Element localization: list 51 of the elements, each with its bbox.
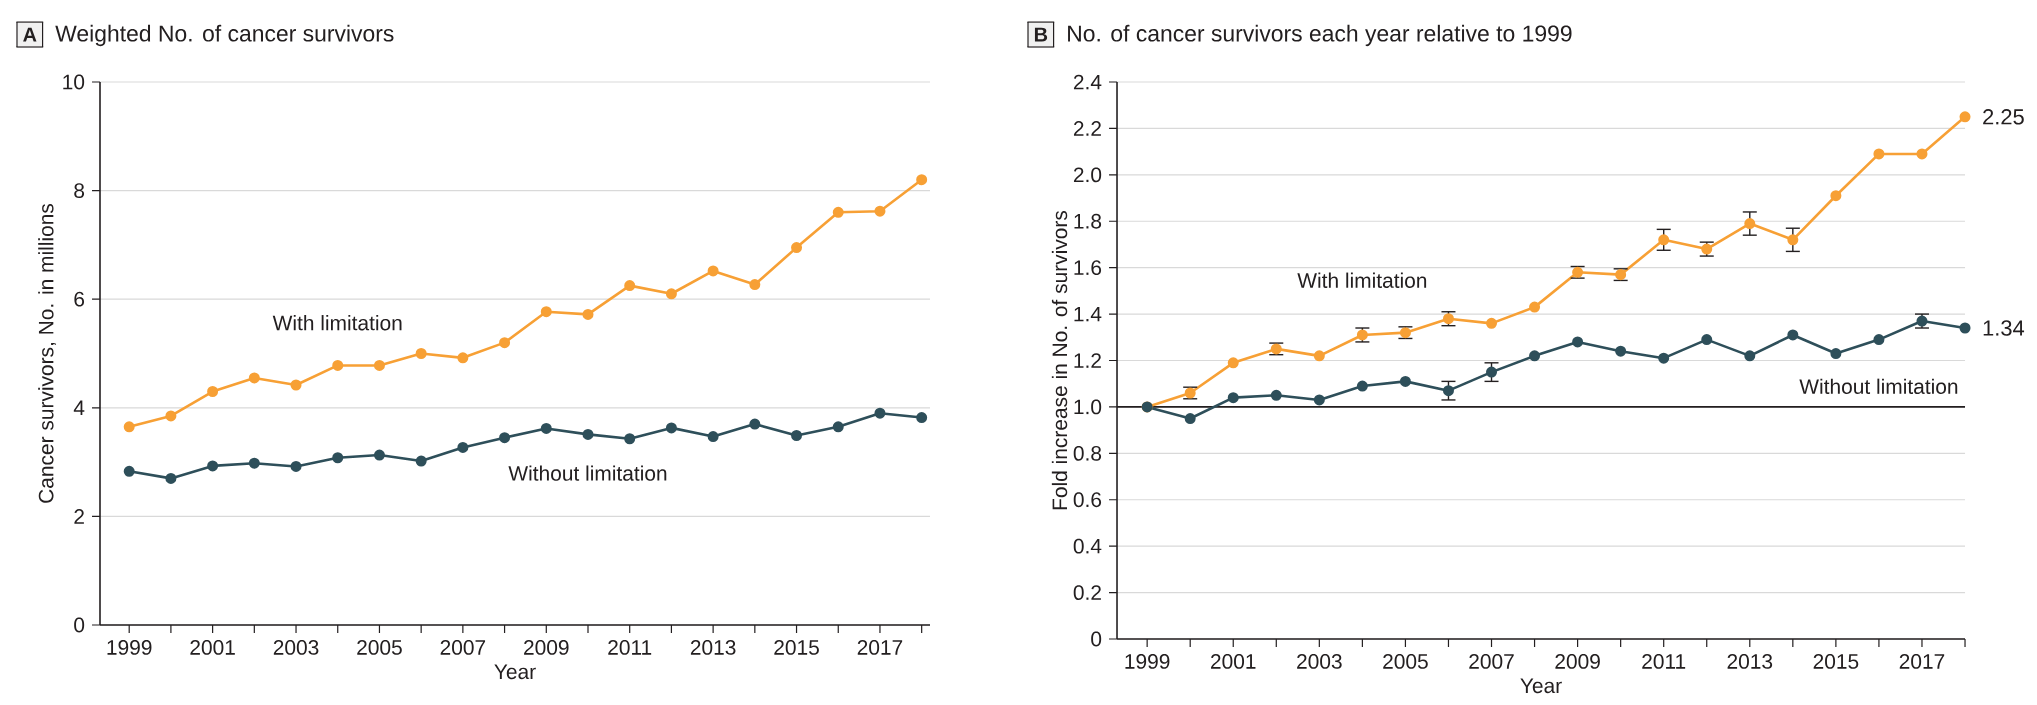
x-tick-label: 2017 [1899,654,1945,669]
x-tick-label: 2007 [440,640,486,655]
y-tick-label: 10 [63,74,85,90]
x-axis-title: Year [1520,678,1562,694]
series-label: With limitation [272,315,402,331]
y-tick-label: 0.4 [1073,538,1102,554]
y-axis-title: Cancer survivors, No. in millions [38,203,57,503]
y-tick-label: 0.6 [1073,492,1102,508]
y-tick-label: 4 [73,400,85,415]
x-tick-label: 2001 [190,640,235,655]
y-tick-label: 2.4 [1073,74,1102,90]
x-tick-label: 2013 [690,640,736,655]
x-tick-label: 2011 [1642,654,1686,669]
x-tick-label: 2013 [1727,654,1773,669]
x-tick-label: 2001 [1211,654,1256,669]
y-tick-label: 0.2 [1073,585,1101,600]
y-tick-label: 1.0 [1074,399,1102,415]
series-label: Without limitation [508,465,667,481]
y-tick-label: 0 [1091,631,1102,647]
chart-title: No. of cancer survivors each year relative to 1999 [1068,24,1572,47]
series-label: Without limitation [1799,378,1958,395]
data-label: 1.34 [1983,320,2025,336]
x-tick-label: 2011 [608,640,652,655]
x-tick-label: 2015 [1813,654,1859,669]
y-tick-label: 2.2 [1073,121,1101,136]
x-tick-label: 2009 [1555,654,1600,669]
y-tick-label: 1.4 [1074,306,1102,322]
y-tick-label: 0.8 [1073,445,1102,461]
x-axis-title: Year [494,664,536,680]
y-tick-label: 1.8 [1074,213,1102,229]
x-tick-label: 2017 [857,640,903,655]
x-tick-label: 1999 [107,640,152,655]
chart-title: Weighted No. of cancer survivors [55,24,394,47]
x-tick-label: 2005 [1383,654,1428,669]
y-tick-label: 2.0 [1073,167,1102,183]
y-tick-label: 2 [74,509,84,524]
y-axis-title: Fold increase in No. of survivors [1051,210,1068,510]
x-tick-label: 2005 [357,640,402,655]
y-tick-label: 0 [74,617,85,633]
x-tick-label: 2003 [273,640,319,655]
x-tick-label: 1999 [1125,654,1170,669]
x-tick-label: 2007 [1469,654,1514,669]
x-tick-label: 2015 [774,640,819,655]
y-tick-label: 1.2 [1074,353,1101,368]
y-tick-label: 6 [74,291,85,307]
y-tick-label: 8 [74,183,85,199]
x-tick-label: 2003 [1297,654,1342,669]
y-tick-label: 1.6 [1074,260,1102,276]
x-tick-label: 2009 [524,640,569,655]
series-label: With limitation [1297,272,1427,288]
data-label: 2.25 [1983,109,2024,125]
